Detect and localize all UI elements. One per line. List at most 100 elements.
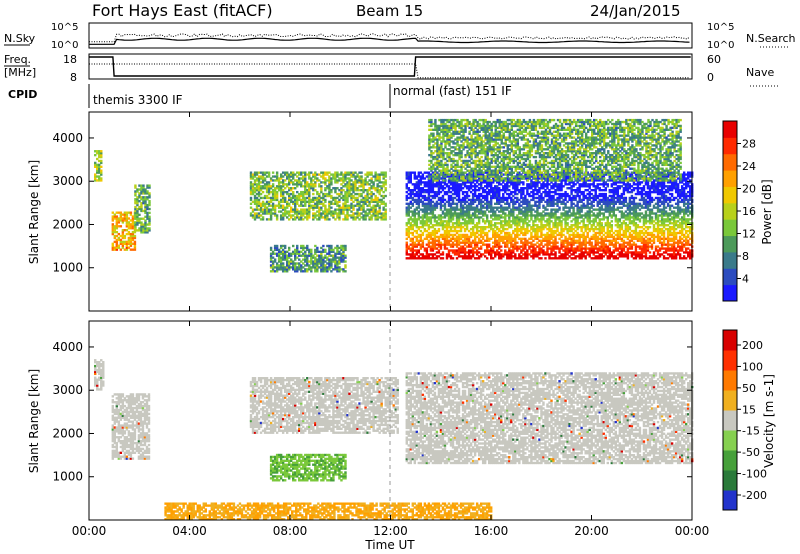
heatmap-cell [433,237,437,241]
heatmap-cell [366,200,369,204]
heatmap-cell [459,206,463,209]
heatmap-cell [445,183,449,186]
heatmap-cell [457,214,461,217]
heatmap-cell [324,194,327,198]
heatmap-cell [498,239,501,242]
heatmap-cell [590,196,593,200]
heatmap-cell [608,255,611,258]
heatmap-cell [354,198,357,202]
heatmap-cell [421,187,425,190]
heatmap-cell [586,218,589,221]
heatmap-cell [526,239,529,242]
heatmap-cell [536,241,539,244]
heatmap-cell [496,192,499,196]
heatmap-cell [320,252,323,255]
heatmap-cell [419,237,423,241]
heatmap-cell [382,190,385,194]
heatmap-cell [596,251,599,254]
heatmap-cell [407,227,410,231]
heatmap-cell [542,183,545,186]
heatmap-cell [259,202,263,205]
heatmap-cell [330,254,333,257]
heatmap-cell [376,218,379,221]
heatmap-cell [267,202,271,205]
heatmap-cell [370,171,373,174]
heatmap-cell [287,256,291,259]
heatmap-cell [287,268,291,271]
heatmap-cell [279,185,283,188]
heatmap-cell [502,185,505,188]
heatmap-cell [318,206,321,209]
heatmap-cell [592,257,595,260]
heatmap-cell [524,218,527,221]
heatmap-cell [554,171,557,174]
heatmap-cell [294,216,297,219]
heatmap-cell [574,216,577,219]
heatmap-cell [467,187,471,190]
heatmap-cell [146,190,149,193]
heatmap-cell [554,253,557,256]
heatmap-cell [546,214,549,217]
heatmap-cell [378,198,381,202]
heatmap-cell [433,227,437,231]
heatmap-cell [144,203,147,207]
heatmap-cell [294,250,297,253]
heatmap-cell [98,171,101,174]
heatmap-cell [496,206,499,209]
heatmap-cell [417,192,421,196]
heatmap-cell [304,198,307,202]
heatmap-cell [447,187,451,190]
heatmap-cell [457,229,461,233]
heatmap-cell [360,179,363,182]
heatmap-cell [308,171,311,174]
heatmap-cell [606,247,609,250]
heatmap-cell [294,218,297,221]
heatmap-cell [558,220,561,223]
heatmap-cell [421,175,425,178]
heatmap-cell [330,214,333,217]
heatmap-cell [330,260,333,263]
heatmap-cell [148,203,151,207]
heatmap-cell [536,245,539,248]
heatmap-cell [508,189,511,192]
heatmap-cell [518,202,521,205]
heatmap-cell [421,204,425,207]
heatmap-cell [134,227,137,230]
heatmap-cell [548,220,551,223]
heatmap-cell [409,237,413,241]
heatmap-cell [330,189,333,192]
heatmap-cell [338,250,341,253]
heatmap-cell [113,246,117,249]
heatmap-cell [314,173,317,176]
heatmap-cell [275,248,279,252]
heatmap-cell [275,177,279,180]
heatmap-cell [514,190,517,194]
heatmap-cell [326,187,329,190]
heatmap-cell [602,243,605,246]
heatmap-cell [538,190,541,194]
heatmap-cell [600,239,603,242]
heatmap-cell [550,233,553,237]
heatmap-cell [415,181,419,184]
heatmap-cell [522,233,525,237]
heatmap-cell [459,189,463,192]
heatmap-cell [506,181,509,184]
heatmap-cell [435,192,439,196]
heatmap-cell [604,235,607,239]
heatmap-cell [277,179,281,182]
heatmap-cell [496,245,499,248]
heatmap-cell [540,183,543,186]
heatmap-cell [582,247,585,250]
heatmap-cell [125,246,129,249]
heatmap-cell [348,189,351,192]
heatmap-cell [522,192,525,196]
heatmap-cell [485,181,489,184]
heatmap-cell [382,173,385,176]
heatmap-cell [133,244,137,247]
heatmap-cell [574,249,577,252]
heatmap-cell [298,218,301,221]
heatmap-cell [415,192,419,196]
heatmap-cell [592,198,595,202]
heatmap-cell [358,214,361,217]
heatmap-cell [409,196,413,200]
